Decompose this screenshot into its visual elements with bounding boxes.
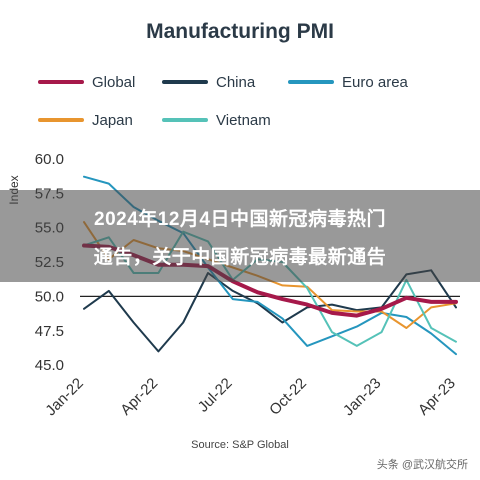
legend-item-china: China [162, 68, 255, 96]
legend-swatch-global [38, 80, 84, 84]
x-tick-label-2: Jul-22 [195, 375, 236, 416]
legend-item-euro-area: Euro area [288, 68, 408, 96]
legend-label-euro-area: Euro area [342, 73, 408, 91]
y-tick-label-6: 45.0 [35, 357, 64, 374]
legend-item-global: Global [38, 68, 135, 96]
legend-swatch-japan [38, 118, 84, 122]
y-tick-label-0: 60.0 [35, 151, 64, 168]
legend-row-1: Global China Euro area [0, 68, 480, 96]
source-note: Source: S&P Global [191, 439, 289, 451]
x-tick-label-5: Apr-23 [415, 375, 459, 419]
series-line-china [83, 269, 457, 353]
x-tick-label-3: Oct-22 [266, 375, 310, 419]
legend-label-vietnam: Vietnam [216, 111, 271, 129]
legend-label-japan: Japan [92, 111, 133, 129]
watermark-text: 头条 @武汉航交所 [376, 459, 468, 471]
headline-line-1: 2024年12月4日中国新冠病毒热门 [94, 209, 386, 230]
legend-swatch-euro-area [288, 80, 334, 84]
legend-row-2: Japan Vietnam [0, 106, 480, 134]
x-tick-label-1: Apr-22 [117, 375, 161, 419]
chart-title: Manufacturing PMI [146, 20, 334, 43]
x-tick-label-0: Jan-22 [42, 375, 86, 419]
legend-swatch-china [162, 80, 208, 84]
legend-swatch-vietnam [162, 118, 208, 122]
y-tick-label-4: 50.0 [35, 288, 64, 305]
legend-item-japan: Japan [38, 106, 133, 134]
headline-line-2: 通告，关于中国新冠病毒最新通告 [93, 247, 387, 268]
legend-label-global: Global [92, 73, 136, 91]
headline-overlay: 2024年12月4日中国新冠病毒热门 通告，关于中国新冠病毒最新通告 [0, 190, 480, 282]
y-tick-label-5: 47.5 [35, 323, 64, 340]
x-tick-label-4: Jan-23 [340, 375, 384, 419]
legend-label-china: China [216, 73, 256, 91]
legend-item-vietnam: Vietnam [162, 106, 271, 134]
